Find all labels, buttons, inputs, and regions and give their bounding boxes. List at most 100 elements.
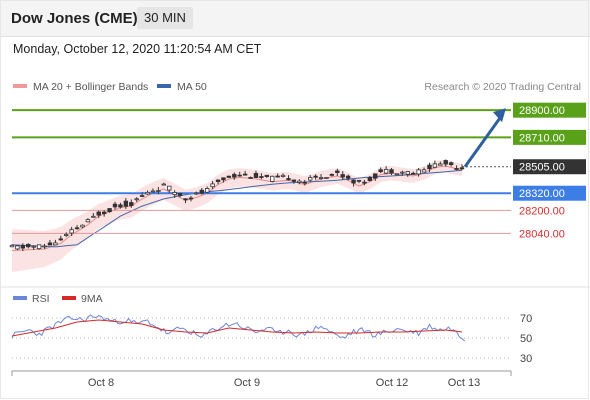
candle-body (394, 173, 400, 176)
level-label-28200-00: 28200.00 (519, 205, 565, 217)
osc-legend-swatch-2 (62, 296, 76, 300)
candle-body (373, 173, 378, 179)
candle-body (411, 172, 416, 175)
candle-body (405, 171, 410, 175)
candle-body (438, 163, 443, 166)
candle-body (20, 245, 26, 249)
candle-body (74, 227, 80, 230)
level-tag-28710-00 (513, 129, 586, 145)
candle-body (297, 180, 302, 183)
level-label-28320-00: 28320.00 (519, 188, 565, 200)
legend-swatch-2 (157, 84, 171, 88)
candle-body (177, 192, 183, 196)
chart-header: Dow Jones (CME) 30 MIN (0, 0, 590, 37)
candle-body (400, 171, 405, 174)
candle-body (118, 204, 123, 208)
candle-body (129, 202, 134, 207)
candle-body (64, 234, 69, 236)
candle-body (264, 174, 270, 177)
candle-body (443, 160, 448, 165)
candle-body (85, 219, 91, 223)
x-tick-label-3: Oct 12 (376, 377, 408, 389)
candle-body (145, 191, 150, 195)
candle-body (335, 170, 340, 173)
candle-body (286, 178, 291, 181)
legend-label-2: MA 50 (177, 81, 207, 93)
candle-body (15, 245, 20, 250)
candle-body (96, 211, 101, 216)
candle-body (421, 169, 427, 173)
ma50-line (11, 169, 463, 248)
candle-body (42, 245, 47, 248)
level-label-28710-00: 28710.00 (519, 132, 565, 144)
osc-tick-70: 70 (520, 313, 532, 325)
candle-body (280, 174, 286, 178)
candle-body (150, 190, 156, 193)
instrument-title: Dow Jones (CME) (11, 10, 138, 27)
candle-body (156, 190, 161, 192)
candle-body (215, 179, 221, 183)
candle-body (47, 242, 53, 246)
level-label-28900-00: 28900.00 (519, 105, 565, 117)
candle-body (172, 192, 177, 195)
candle-body (210, 183, 215, 188)
rsi-ma-line (11, 319, 463, 337)
candle-body (134, 198, 139, 201)
candle-body (454, 168, 459, 170)
candle-body (248, 177, 253, 179)
candle-body (123, 200, 129, 207)
candle-body (259, 176, 264, 178)
candle-body (378, 169, 383, 173)
level-label-28505-00: 28505.00 (519, 162, 565, 174)
candle-body (313, 175, 318, 178)
osc-legend-label-2: 9MA (81, 293, 103, 305)
candle-body (356, 179, 362, 182)
candle-body (367, 177, 373, 182)
candle-body (383, 169, 389, 174)
candle-body (362, 181, 367, 184)
rsi-line (11, 314, 466, 342)
level-tag-28320-00 (513, 185, 586, 201)
candle-body (58, 238, 63, 241)
candle-body (91, 215, 96, 218)
x-tick-label-1: Oct 8 (88, 377, 114, 389)
candle-body (427, 164, 432, 170)
candle-body (183, 198, 188, 201)
candle-body (53, 242, 58, 246)
candle-body (36, 244, 42, 250)
candle-body (139, 195, 145, 197)
candle-body (270, 175, 275, 182)
candle-body (199, 189, 204, 194)
legend-swatch-1 (13, 84, 27, 88)
bollinger-band (12, 159, 462, 272)
candle-body (194, 192, 199, 195)
legend-label-1: MA 20 + Bollinger Bands (33, 81, 148, 93)
candle-body (351, 179, 356, 184)
candle-body (389, 169, 394, 174)
candle-body (340, 174, 345, 178)
candle-body (26, 243, 31, 248)
level-label-28040-00: 28040.00 (519, 228, 565, 240)
x-tick-label-2: Oct 9 (234, 377, 260, 389)
candle-body (161, 183, 167, 186)
candle-body (345, 175, 351, 179)
interval-button[interactable]: 30 MIN (137, 7, 193, 29)
candle-body (291, 179, 297, 182)
candle-body (242, 173, 248, 176)
candle-body (80, 224, 85, 228)
candle-body (31, 245, 36, 248)
candle-body (302, 181, 307, 184)
credit-text: Research © 2020 Trading Central (424, 81, 581, 93)
osc-tick-50: 50 (520, 333, 532, 345)
candle-body (275, 175, 280, 178)
candle-body (432, 163, 438, 168)
candle-body (459, 167, 465, 170)
candle-body (188, 197, 194, 200)
candle-body (448, 162, 454, 165)
timestamp: Monday, October 12, 2020 11:20:54 AM CET (13, 42, 262, 56)
candle-body (69, 229, 74, 234)
candle-body (107, 208, 112, 213)
level-tag-28505-00 (513, 159, 586, 175)
osc-legend-label-1: RSI (32, 293, 50, 305)
